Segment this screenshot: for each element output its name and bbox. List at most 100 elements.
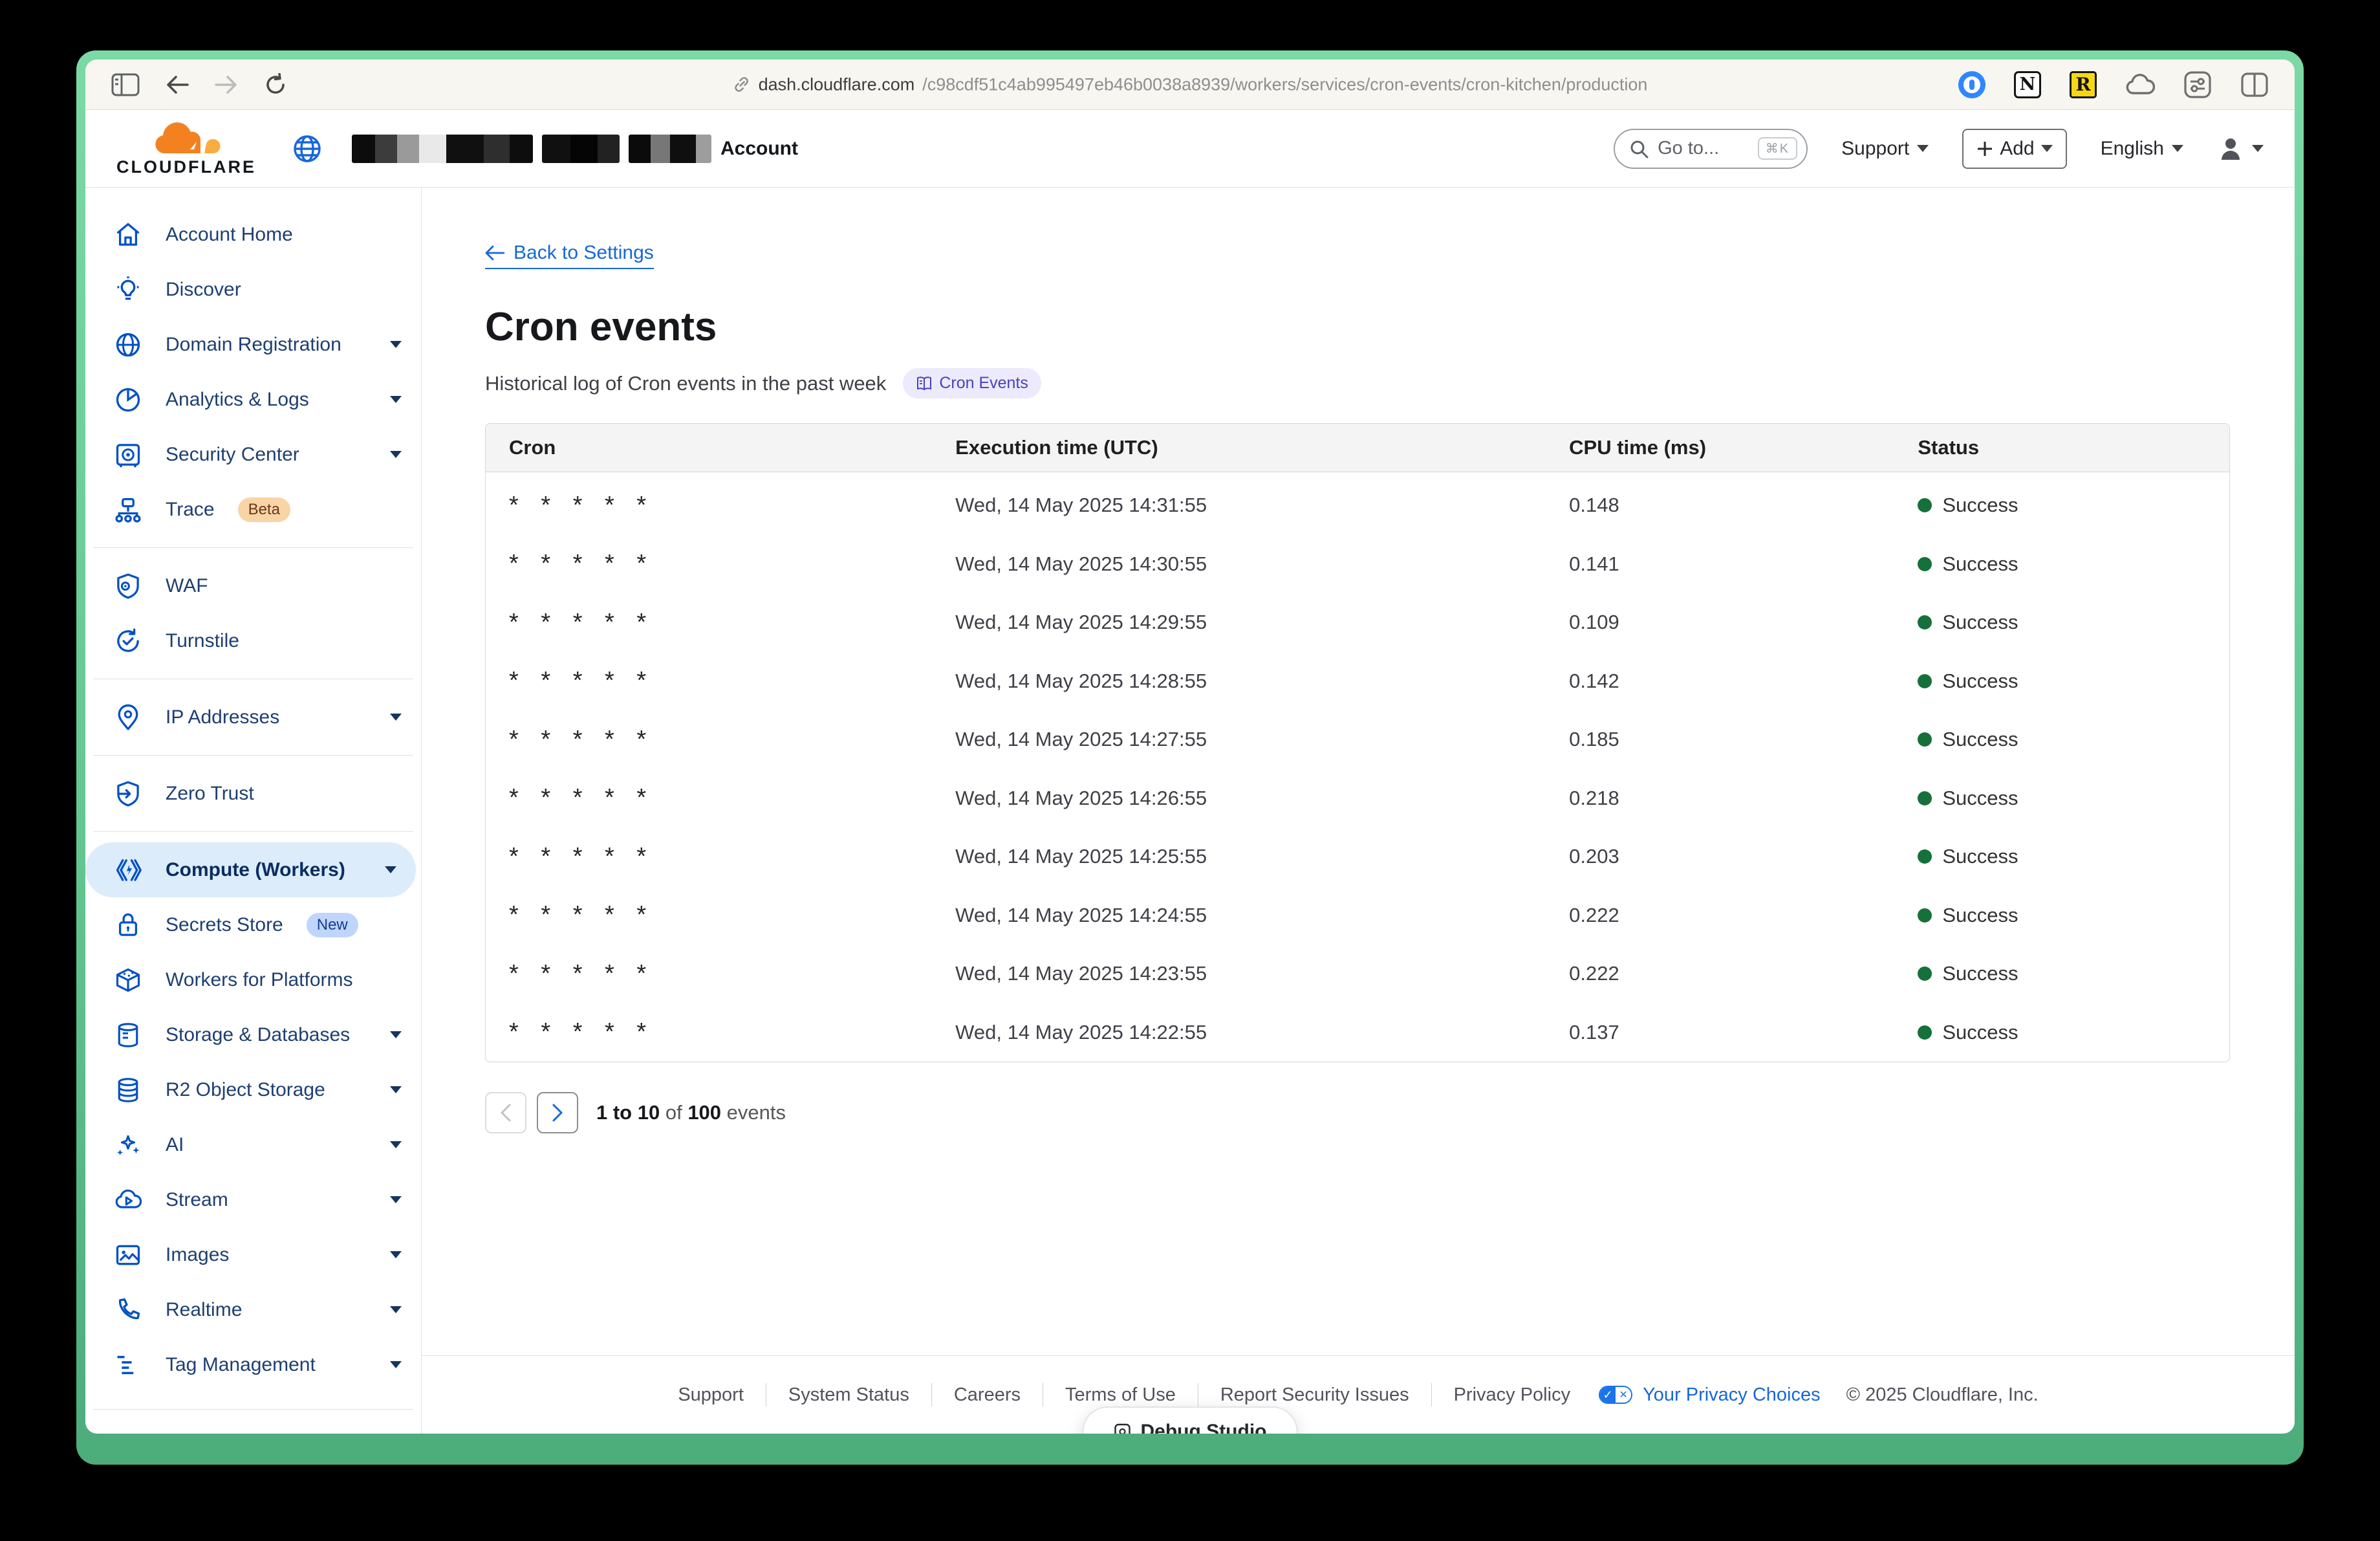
chevron-down-icon bbox=[390, 1196, 402, 1203]
sidebar-item-storage-databases[interactable]: Storage & Databases bbox=[85, 1007, 421, 1062]
cron-events-table: Cron Execution time (UTC) CPU time (ms) … bbox=[485, 423, 2230, 1062]
chevron-right-icon bbox=[552, 1104, 563, 1122]
sidebar-item-ai[interactable]: AI bbox=[85, 1117, 421, 1172]
footer-separator bbox=[1431, 1383, 1432, 1406]
sidebar-divider bbox=[93, 547, 413, 548]
sidebar-divider bbox=[93, 1409, 413, 1410]
chevron-left-icon bbox=[501, 1104, 511, 1122]
cube-icon bbox=[116, 968, 140, 992]
footer-link-report-security[interactable]: Report Security Issues bbox=[1220, 1384, 1409, 1405]
table-row: * * * * * Wed, 14 May 2025 14:29:55 0.109 S… bbox=[509, 608, 2018, 636]
back-icon[interactable] bbox=[166, 74, 189, 95]
split-view-icon[interactable] bbox=[2240, 72, 2269, 98]
refined-github-extension-icon[interactable]: R bbox=[2070, 71, 2097, 98]
sidebar-item-workers-for-platforms[interactable]: Workers for Platforms bbox=[85, 952, 421, 1007]
cloud-play-icon bbox=[115, 1189, 142, 1208]
sidebar-item-trace[interactable]: Trace Beta bbox=[85, 482, 421, 537]
chevron-down-icon bbox=[390, 714, 402, 721]
app-header: CLOUDFLARE Account Go to... ⌘K Support bbox=[85, 110, 2295, 188]
extensions-settings-icon[interactable] bbox=[2183, 71, 2212, 99]
onepassword-extension-icon[interactable] bbox=[1958, 71, 1985, 98]
sidebar-item-turnstile[interactable]: Turnstile bbox=[85, 613, 421, 668]
previous-page-button[interactable] bbox=[485, 1092, 526, 1133]
workers-icon bbox=[116, 858, 142, 881]
debug-studio-pill[interactable]: Debug Studio bbox=[1082, 1406, 1298, 1434]
sidebar-item-stream[interactable]: Stream bbox=[85, 1172, 421, 1227]
sidebar-divider bbox=[93, 755, 413, 756]
search-placeholder: Go to... bbox=[1658, 138, 1720, 158]
table-row: * * * * * Wed, 14 May 2025 14:24:55 0.222 S… bbox=[509, 901, 2018, 929]
chevron-down-icon bbox=[2252, 145, 2264, 152]
cloudflare-wordmark: CLOUDFLARE bbox=[116, 157, 256, 177]
phone-icon bbox=[118, 1298, 140, 1319]
next-page-button[interactable] bbox=[537, 1092, 578, 1133]
cron-events-badge[interactable]: Cron Events bbox=[903, 368, 1041, 399]
link-icon bbox=[735, 77, 748, 92]
footer-link-privacy-policy[interactable]: Privacy Policy bbox=[1453, 1384, 1571, 1405]
cloud-download-icon[interactable] bbox=[2125, 73, 2155, 96]
globe-icon bbox=[116, 333, 140, 356]
footer-link-system-status[interactable]: System Status bbox=[788, 1384, 909, 1405]
chevron-down-icon bbox=[1917, 145, 1929, 152]
footer-link-terms[interactable]: Terms of Use bbox=[1065, 1384, 1176, 1405]
back-to-settings-link[interactable]: Back to Settings bbox=[485, 242, 654, 269]
success-dot bbox=[1918, 791, 1932, 805]
trace-icon bbox=[115, 497, 141, 523]
redacted-account-name bbox=[351, 134, 533, 163]
main-content: Back to Settings Cron events Historical … bbox=[422, 188, 2295, 1434]
chevron-down-icon bbox=[390, 1141, 402, 1148]
sidebar: Account Home Discover Domain Registratio… bbox=[85, 188, 422, 1434]
sidebar-item-waf[interactable]: WAF bbox=[85, 558, 421, 613]
success-dot bbox=[1918, 849, 1932, 864]
collapse-sidebar-button[interactable]: Collapse sidebar bbox=[85, 1420, 421, 1434]
home-icon bbox=[116, 223, 140, 246]
reload-icon[interactable] bbox=[264, 72, 287, 96]
add-button[interactable]: Add bbox=[1962, 128, 2067, 169]
search-icon bbox=[1630, 140, 1649, 158]
sidebar-item-account-home[interactable]: Account Home bbox=[85, 207, 421, 262]
footer-link-careers[interactable]: Careers bbox=[953, 1384, 1021, 1405]
search-input[interactable]: Go to... ⌘K bbox=[1614, 128, 1808, 169]
table-row: * * * * * Wed, 14 May 2025 14:27:55 0.185 S… bbox=[509, 725, 2018, 753]
language-menu[interactable]: English bbox=[2101, 138, 2183, 160]
shortcut-badge: ⌘K bbox=[1757, 137, 1798, 160]
redacted-account-name bbox=[628, 134, 711, 163]
sidebar-item-compute-workers[interactable]: Compute (Workers) bbox=[85, 842, 416, 897]
forward-icon[interactable] bbox=[215, 74, 238, 95]
page-subtitle: Historical log of Cron events in the pas… bbox=[485, 371, 887, 395]
chevron-down-icon bbox=[390, 1031, 402, 1038]
sidebar-item-images[interactable]: Images bbox=[85, 1227, 421, 1282]
browser-toolbar: dash.cloudflare.com/c98cdf51c4ab995497eb… bbox=[85, 60, 2295, 110]
support-menu[interactable]: Support bbox=[1841, 138, 1929, 160]
sidebar-item-domain-registration[interactable]: Domain Registration bbox=[85, 317, 421, 372]
success-dot bbox=[1918, 1025, 1932, 1040]
user-menu[interactable] bbox=[2217, 135, 2264, 162]
url-host: dash.cloudflare.com bbox=[758, 74, 915, 94]
page-title: Cron events bbox=[485, 305, 717, 349]
success-dot bbox=[1918, 556, 1932, 571]
sidebar-item-tag-management[interactable]: Tag Management bbox=[85, 1337, 421, 1392]
table-row: * * * * * Wed, 14 May 2025 14:22:55 0.137 S… bbox=[509, 1018, 2018, 1046]
sidebar-item-discover[interactable]: Discover bbox=[85, 262, 421, 317]
column-header-status: Status bbox=[1918, 436, 1980, 459]
url-bar[interactable]: dash.cloudflare.com/c98cdf51c4ab995497eb… bbox=[733, 74, 1647, 94]
sidebar-item-secrets-store[interactable]: Secrets Store New bbox=[85, 897, 421, 952]
footer-link-support[interactable]: Support bbox=[678, 1384, 744, 1405]
cloudflare-logo[interactable]: CLOUDFLARE bbox=[116, 121, 256, 176]
sidebar-divider bbox=[93, 831, 413, 832]
notion-extension-icon[interactable]: N bbox=[2014, 71, 2041, 98]
lightbulb-icon bbox=[117, 276, 139, 300]
table-row: * * * * * Wed, 14 May 2025 14:26:55 0.218 S… bbox=[509, 784, 2018, 812]
your-privacy-choices-link[interactable]: ✓ ✕ Your Privacy Choices bbox=[1599, 1384, 1821, 1406]
sidebar-toggle-icon[interactable] bbox=[111, 73, 140, 96]
sidebar-item-analytics-logs[interactable]: Analytics & Logs bbox=[85, 372, 421, 427]
sidebar-item-r2-object-storage[interactable]: R2 Object Storage bbox=[85, 1062, 421, 1117]
sidebar-item-security-center[interactable]: Security Center bbox=[85, 427, 421, 482]
plus-icon bbox=[1978, 141, 1993, 156]
browser-window: dash.cloudflare.com/c98cdf51c4ab995497eb… bbox=[85, 60, 2295, 1434]
database-list-icon bbox=[118, 1022, 138, 1047]
sidebar-item-realtime[interactable]: Realtime bbox=[85, 1282, 421, 1337]
sidebar-item-zero-trust[interactable]: Zero Trust bbox=[85, 766, 421, 821]
success-dot bbox=[1918, 967, 1932, 981]
sidebar-item-ip-addresses[interactable]: IP Addresses bbox=[85, 690, 421, 745]
